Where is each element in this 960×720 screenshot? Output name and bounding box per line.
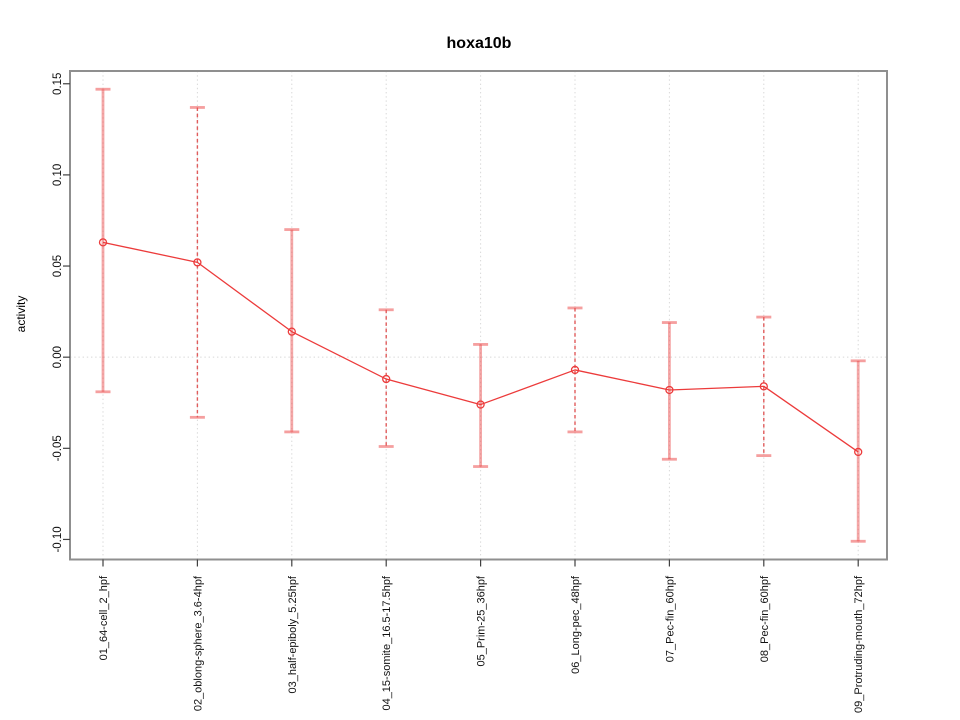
data-point-marker bbox=[193, 258, 202, 267]
chart-title: hoxa10b bbox=[446, 35, 512, 52]
y-axis-label: activity bbox=[14, 295, 28, 333]
y-tick-label: 0.00 bbox=[52, 346, 64, 368]
data-point-marker bbox=[570, 365, 580, 375]
x-tick-label: 06_Long-pec_48hpf bbox=[570, 575, 582, 674]
data-point-marker bbox=[382, 374, 391, 384]
data-point-marker bbox=[476, 400, 485, 409]
plot-border bbox=[69, 70, 888, 561]
x-tick-label: 07_Pec-fin_60hpf bbox=[664, 575, 676, 662]
data-point-marker bbox=[287, 327, 296, 336]
x-tick-label: 05_Prim-25_36hpf bbox=[476, 575, 488, 666]
series-line bbox=[102, 241, 859, 453]
data-point-marker bbox=[98, 238, 108, 247]
x-tick-label: 04_15-somite_16.5-17.5hpf bbox=[381, 575, 393, 710]
x-tick-label: 01_64-cell_2_hpf bbox=[98, 575, 110, 660]
data-point-marker bbox=[854, 447, 863, 457]
x-tick-label: 09_Protruding-mouth_72hpf bbox=[853, 575, 865, 713]
data-point-marker bbox=[759, 382, 768, 391]
y-tick-label: 0.10 bbox=[52, 164, 64, 186]
y-tick-label: -0.10 bbox=[52, 526, 64, 552]
y-tick-label: 0.15 bbox=[52, 73, 64, 95]
x-tick-label: 02_oblong-sphere_3.6-4hpf bbox=[192, 575, 204, 711]
y-tick-label: -0.05 bbox=[52, 435, 64, 461]
x-tick-label: 03_half-epiboly_5.25hpf bbox=[287, 575, 299, 693]
y-tick-label: 0.05 bbox=[52, 255, 64, 277]
x-tick-label: 08_Pec-fin_60hpf bbox=[759, 575, 771, 662]
data-point-marker bbox=[665, 385, 674, 395]
